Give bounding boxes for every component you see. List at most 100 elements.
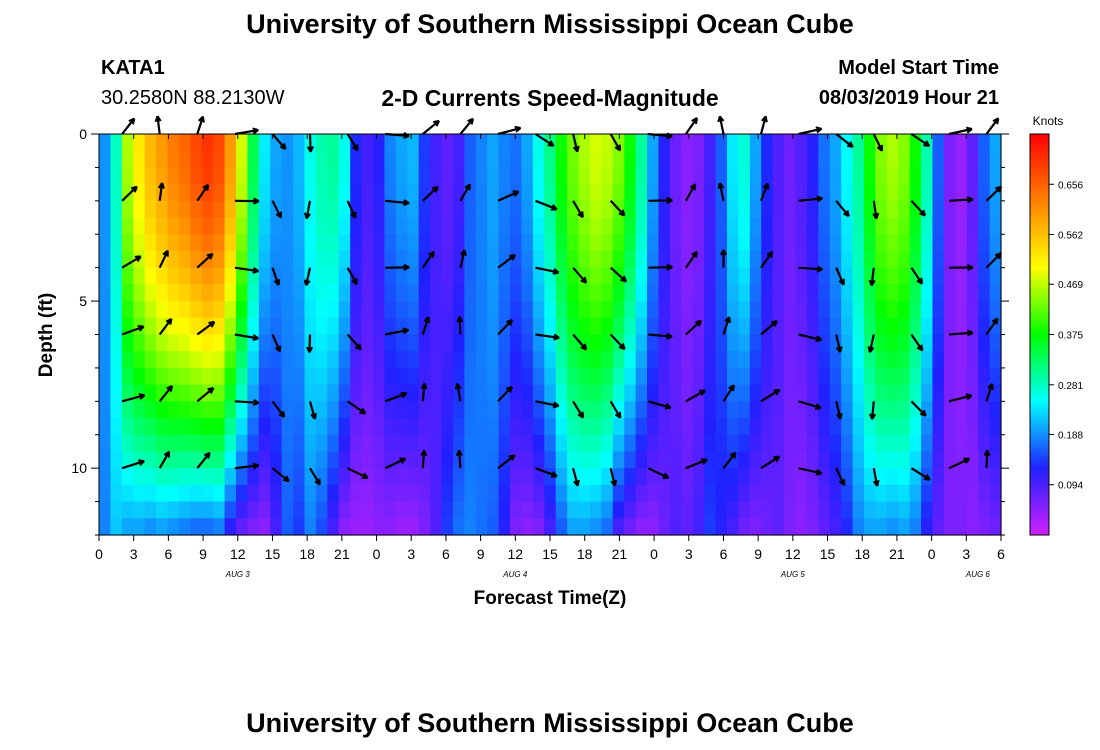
- heatmap-cell: [909, 184, 922, 202]
- heatmap-cell: [647, 301, 660, 319]
- heatmap-cell: [898, 484, 911, 503]
- heatmap-cell: [921, 267, 934, 285]
- heatmap-cell: [726, 351, 739, 369]
- heatmap-cell: [601, 267, 614, 285]
- heatmap-cell: [567, 267, 580, 285]
- heatmap-cell: [692, 217, 705, 235]
- vector-arrowhead: [916, 344, 924, 352]
- heatmap-cell: [966, 134, 979, 152]
- heatmap-cell: [601, 200, 614, 219]
- current-vector: [759, 183, 769, 202]
- current-vector: [158, 318, 173, 336]
- heatmap-cell: [144, 484, 157, 503]
- heatmap-cell: [510, 267, 523, 285]
- heatmap-cell: [681, 167, 694, 185]
- heatmap-cell: [190, 434, 203, 453]
- vector-arrowhead: [460, 249, 467, 257]
- heatmap-cell: [224, 267, 237, 285]
- heatmap-cell: [589, 351, 602, 369]
- heatmap-cell: [795, 267, 808, 285]
- heatmap-cell: [521, 200, 534, 219]
- heatmap-cell: [236, 234, 249, 252]
- current-vector: [871, 401, 875, 420]
- heatmap-cell: [521, 317, 534, 336]
- heatmap-cell: [144, 317, 157, 336]
- heatmap-cell: [647, 401, 660, 419]
- heatmap-cell: [795, 334, 808, 352]
- vector-arrowhead: [698, 389, 706, 396]
- current-vector: [647, 467, 669, 479]
- heatmap-cell: [704, 250, 717, 269]
- heatmap-cell: [726, 434, 739, 453]
- current-vector: [718, 115, 725, 135]
- heatmap-cell: [498, 150, 511, 169]
- current-vector: [535, 467, 558, 478]
- heatmap-cell: [167, 284, 180, 302]
- current-vector: [948, 457, 970, 470]
- heatmap-cell: [886, 184, 899, 202]
- heatmap-cell: [110, 267, 123, 285]
- heatmap-cell: [669, 267, 682, 285]
- heatmap-cell: [955, 167, 968, 185]
- heatmap-cell: [772, 334, 785, 352]
- current-vector: [234, 464, 259, 470]
- heatmap-cell: [532, 434, 545, 453]
- current-vector: [535, 400, 560, 407]
- x-tick-label: 3: [407, 546, 415, 562]
- heatmap-cell: [293, 234, 306, 252]
- heatmap-cell: [384, 351, 397, 369]
- heatmap-cell: [293, 384, 306, 402]
- heatmap-cell: [498, 434, 511, 453]
- vector-arrowhead: [464, 183, 471, 191]
- heatmap-cell: [909, 451, 922, 469]
- heatmap-cell: [224, 284, 237, 302]
- current-vector: [872, 133, 883, 152]
- heatmap-cell: [498, 200, 511, 219]
- heatmap-cell: [418, 484, 431, 503]
- current-vector: [121, 394, 145, 403]
- heatmap-cell: [704, 418, 717, 436]
- heatmap-cell: [213, 451, 226, 469]
- heatmap-cell: [213, 150, 226, 169]
- heatmap-cell: [338, 317, 351, 336]
- heatmap-cell: [578, 518, 591, 536]
- heatmap-cell: [395, 367, 408, 386]
- heatmap-cell: [338, 334, 351, 352]
- heatmap-cell: [338, 501, 351, 519]
- heatmap-cell: [989, 200, 1002, 219]
- heatmap-cell: [943, 401, 956, 419]
- heatmap-cell: [578, 167, 591, 185]
- heatmap-cell: [532, 184, 545, 202]
- heatmap-cell: [635, 367, 648, 386]
- heatmap-cell: [635, 167, 648, 185]
- x-tick-label: 15: [820, 546, 836, 562]
- heatmap-cell: [327, 401, 340, 419]
- heatmap-cell: [487, 484, 500, 503]
- heatmap-cell: [795, 501, 808, 519]
- current-vector: [305, 267, 312, 286]
- vector-arrowhead: [610, 479, 618, 487]
- heatmap-cell: [304, 217, 317, 235]
- heatmap-cell: [818, 317, 831, 336]
- heatmap-cell: [464, 351, 477, 369]
- heatmap-cell: [144, 184, 157, 202]
- heatmap-cell: [886, 468, 899, 486]
- heatmap-cell: [909, 401, 922, 419]
- heatmap-cell: [692, 418, 705, 436]
- heatmap-cell: [99, 267, 112, 285]
- heatmap-cell: [921, 284, 934, 302]
- heatmap-cell: [738, 468, 751, 486]
- heatmap-cell: [487, 167, 500, 185]
- heatmap-cell: [258, 250, 271, 269]
- heatmap-cell: [875, 501, 888, 519]
- heatmap-cell: [384, 317, 397, 336]
- colorbar-label: Knots: [1033, 114, 1064, 128]
- vector-arrowhead: [202, 183, 210, 191]
- heatmap-cell: [704, 167, 717, 185]
- heatmap-cell: [966, 518, 979, 536]
- heatmap-cell: [898, 167, 911, 185]
- heatmap-cell: [213, 250, 226, 269]
- heatmap-cell: [361, 234, 374, 252]
- heatmap-cell: [932, 217, 945, 235]
- heatmap-cell: [909, 200, 922, 219]
